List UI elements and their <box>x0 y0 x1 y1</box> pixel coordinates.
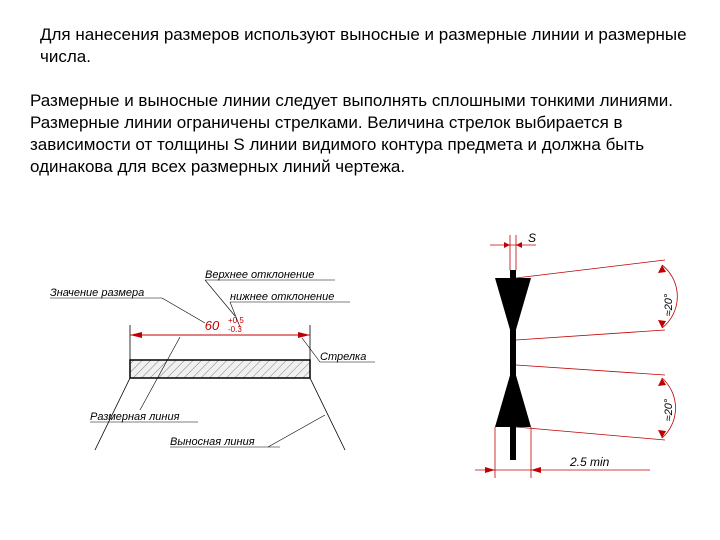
label-dimension-value: Значение размера <box>50 287 144 299</box>
label-angle-top: ≈20° <box>663 293 675 316</box>
angle-bot-line2 <box>516 427 665 440</box>
dim-arrow-left <box>130 332 142 338</box>
extension-line-right <box>310 378 345 450</box>
right-diagram: S ≈20° ≈20° 2.5 min <box>475 231 677 478</box>
label-upper-deviation: Верхнее отклонение <box>205 269 314 281</box>
angle-top-line2 <box>516 330 665 340</box>
label-arrow: Стрелка <box>320 351 366 363</box>
body-paragraph: Размерные и выносные линии следует выпол… <box>30 90 690 178</box>
big-arrow-top <box>495 278 531 340</box>
dim-arrow-right <box>298 332 310 338</box>
label-lower-deviation: нижнее отклонение <box>230 291 334 303</box>
label-extension-line: Выносная линия <box>170 436 255 448</box>
part-rect <box>130 360 310 378</box>
angle-top-line1 <box>516 260 665 278</box>
angle-bot-line1 <box>516 365 665 375</box>
leader-arrow <box>302 338 320 362</box>
label-bottom-dim: 2.5 min <box>569 455 610 469</box>
leader-dim-value <box>162 298 205 323</box>
label-angle-bottom: ≈20° <box>663 398 675 421</box>
label-dimension-line: Размерная линия <box>90 411 180 423</box>
label-s: S <box>528 231 536 245</box>
intro-paragraph: Для нанесения размеров используют выносн… <box>40 24 690 68</box>
big-arrow-bottom <box>495 365 531 427</box>
leader-ext-line <box>268 415 325 447</box>
dim-tol-lower: -0.3 <box>228 325 242 334</box>
left-diagram: 60 +0.5 -0.3 Значение размера Верхнее от… <box>50 269 375 450</box>
diagram-area: 60 +0.5 -0.3 Значение размера Верхнее от… <box>0 230 720 510</box>
dim-value-text: 60 <box>205 318 220 333</box>
